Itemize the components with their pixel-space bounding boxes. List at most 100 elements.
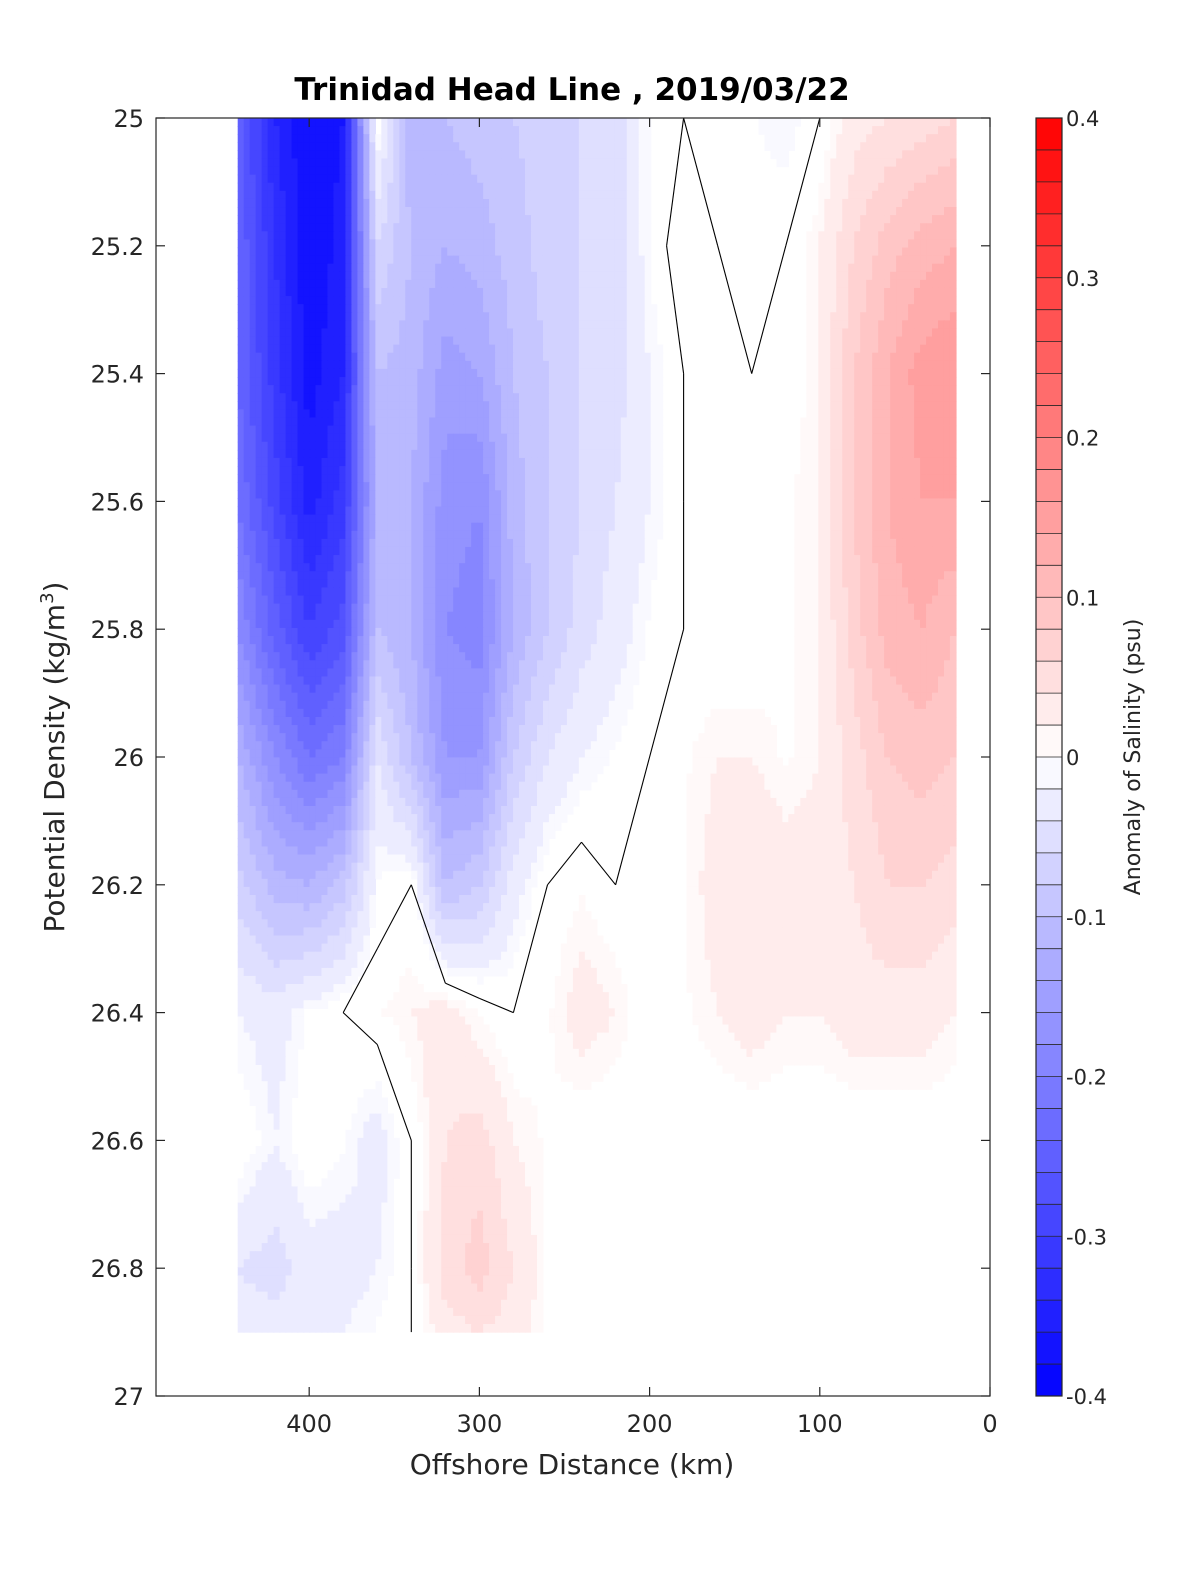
field-cell — [363, 142, 370, 151]
field-cell — [842, 231, 849, 241]
field-cell — [848, 490, 855, 500]
field-cell — [273, 457, 281, 467]
field-cell — [363, 231, 370, 241]
field-cell — [267, 522, 275, 532]
field-cell — [525, 425, 532, 435]
field-cell — [782, 142, 789, 151]
field-cell — [638, 239, 646, 249]
field-cell — [345, 393, 353, 402]
field-cell — [842, 207, 849, 216]
field-cell — [542, 134, 550, 143]
field-cell — [854, 118, 861, 127]
field-cell — [542, 142, 550, 151]
field-cell — [566, 312, 574, 321]
field-cell — [578, 158, 586, 168]
field-cell — [638, 514, 646, 524]
field-cell — [309, 223, 317, 232]
field-cell — [644, 417, 652, 427]
field-cell — [411, 223, 418, 232]
field-cell — [926, 271, 933, 281]
field-cell — [507, 498, 514, 508]
field-cell — [441, 385, 448, 394]
field-cell — [542, 352, 550, 362]
field-cell — [848, 336, 855, 346]
field-cell — [261, 425, 269, 435]
field-cell — [465, 506, 472, 516]
field-cell — [363, 393, 370, 402]
field-cell — [435, 482, 442, 491]
field-cell — [842, 126, 849, 135]
field-cell — [357, 433, 364, 443]
field-cell — [483, 312, 490, 321]
field-cell — [291, 457, 299, 467]
field-cell — [632, 158, 640, 168]
field-cell — [375, 344, 382, 354]
field-cell — [411, 304, 418, 313]
field-cell — [824, 466, 831, 475]
field-cell — [800, 433, 807, 443]
field-cell — [572, 457, 580, 467]
field-cell — [423, 263, 430, 273]
field-cell — [471, 296, 478, 305]
field-cell — [357, 409, 364, 419]
field-cell — [285, 457, 293, 467]
field-cell — [608, 425, 616, 435]
field-cell — [590, 457, 598, 467]
field-cell — [447, 279, 454, 289]
field-cell — [393, 263, 400, 273]
field-cell — [369, 360, 376, 370]
field-cell — [608, 498, 616, 508]
field-cell — [279, 360, 287, 370]
field-cell — [824, 360, 831, 370]
field-cell — [273, 134, 281, 143]
field-cell — [614, 126, 622, 135]
field-cell — [369, 409, 376, 419]
field-cell — [860, 409, 867, 419]
field-cell — [261, 287, 269, 297]
field-cell — [291, 425, 299, 435]
field-cell — [806, 498, 813, 508]
field-cell — [387, 377, 394, 386]
field-cell — [417, 312, 424, 321]
field-cell — [369, 312, 376, 321]
field-cell — [441, 522, 448, 532]
field-cell — [327, 287, 335, 297]
field-cell — [297, 498, 305, 508]
field-cell — [902, 474, 909, 483]
field-cell — [590, 336, 598, 346]
field-cell — [818, 207, 825, 216]
field-cell — [345, 279, 353, 289]
field-cell — [800, 530, 807, 540]
field-cell — [357, 190, 364, 200]
field-cell — [477, 134, 484, 143]
field-cell — [435, 401, 442, 410]
field-cell — [357, 118, 364, 127]
field-cell — [578, 328, 586, 338]
field-cell — [908, 352, 915, 362]
field-cell — [435, 514, 442, 524]
field-cell — [273, 417, 281, 427]
field-cell — [914, 198, 921, 208]
field-cell — [932, 328, 939, 338]
field-cell — [926, 207, 933, 216]
field-cell — [842, 352, 849, 362]
field-cell — [620, 174, 628, 184]
field-cell — [267, 158, 275, 168]
field-cell — [309, 247, 317, 257]
field-cell — [943, 377, 951, 386]
field-cell — [459, 287, 466, 297]
field-cell — [806, 401, 813, 410]
field-cell — [279, 304, 287, 313]
field-cell — [351, 239, 359, 249]
field-cell — [566, 182, 574, 192]
field-cell — [285, 538, 293, 548]
field-cell — [584, 441, 592, 451]
field-cell — [255, 490, 263, 500]
field-cell — [860, 506, 867, 516]
field-cell — [393, 441, 400, 451]
field-cell — [866, 223, 873, 232]
field-cell — [309, 425, 317, 435]
field-cell — [926, 198, 933, 208]
field-cell — [608, 126, 616, 135]
field-cell — [453, 231, 460, 241]
